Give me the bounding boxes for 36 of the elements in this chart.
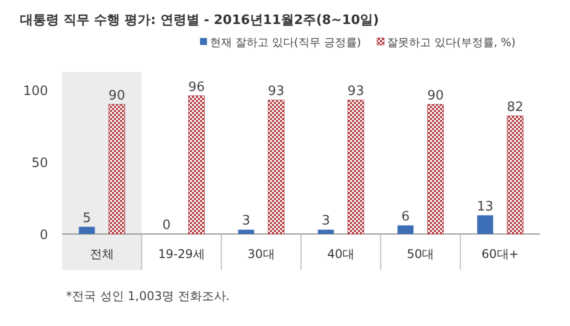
data-label: 93 bbox=[268, 84, 284, 100]
data-label: 82 bbox=[506, 100, 524, 115]
data-label: 5 bbox=[82, 210, 91, 226]
data-label: 6 bbox=[401, 209, 410, 224]
x-tick-label: 50대 bbox=[406, 247, 434, 261]
bar bbox=[398, 225, 414, 234]
x-tick-label: 30대 bbox=[248, 247, 275, 261]
data-label: 90 bbox=[108, 88, 126, 104]
data-label: 13 bbox=[476, 199, 494, 214]
data-label: 90 bbox=[427, 88, 444, 104]
bar bbox=[78, 226, 95, 234]
x-tick-label: 60대+ bbox=[482, 247, 519, 261]
text: *전국 성인 1,003명 전화조사. bbox=[66, 289, 230, 303]
bar bbox=[318, 230, 334, 234]
y-tick-label: 100 bbox=[23, 84, 48, 99]
legend-label: 현재 잘하고 있다(직무 긍정률) bbox=[210, 36, 362, 49]
bar bbox=[427, 104, 444, 234]
data-label: 3 bbox=[242, 214, 250, 229]
data-label: 93 bbox=[348, 84, 364, 100]
data-label: 3 bbox=[322, 214, 330, 229]
bar bbox=[108, 104, 126, 234]
bar bbox=[348, 100, 364, 234]
data-label: 96 bbox=[188, 80, 205, 95]
legend-label: 잘못하고 있다(부정률, %) bbox=[387, 36, 516, 49]
x-tick-label: 19-29세 bbox=[158, 247, 205, 261]
bar bbox=[238, 230, 254, 234]
bar bbox=[506, 116, 524, 234]
bar bbox=[188, 96, 205, 234]
bar bbox=[268, 100, 284, 234]
x-tick-label: 전체 bbox=[90, 247, 114, 261]
y-tick-label: 50 bbox=[31, 156, 48, 171]
chart-title: 대통령 직무 수행 평가: 연령별 - 2016년11월2주(8~10일) bbox=[20, 13, 379, 28]
data-label: 0 bbox=[162, 218, 171, 233]
x-tick-label: 40대 bbox=[327, 247, 354, 261]
y-tick-label: 0 bbox=[40, 228, 48, 243]
bar bbox=[477, 215, 494, 234]
